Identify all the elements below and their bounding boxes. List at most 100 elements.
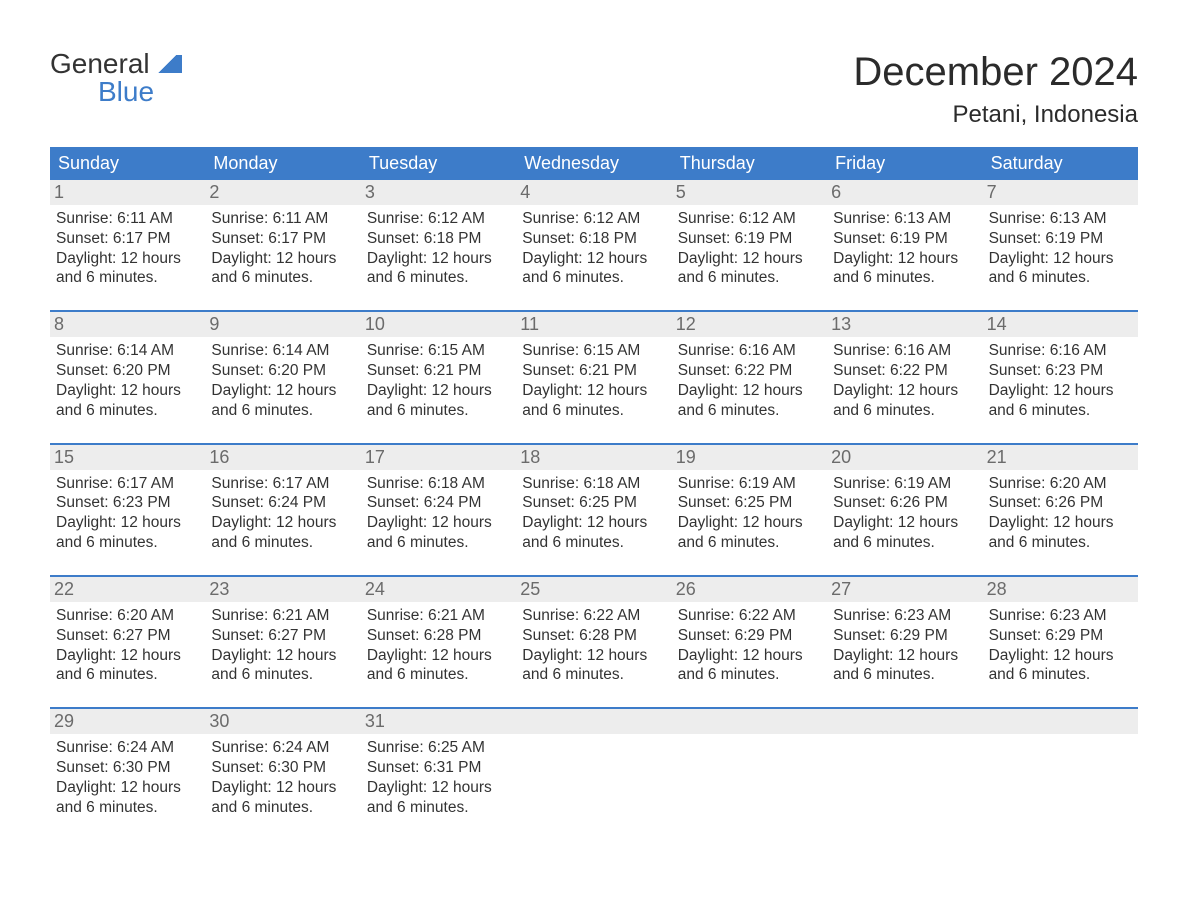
logo-text-blue: Blue xyxy=(50,78,182,106)
sunset-line: Sunset: 6:30 PM xyxy=(56,758,199,778)
sunrise-line: Sunrise: 6:12 AM xyxy=(678,209,821,229)
day-cell: 31Sunrise: 6:25 AMSunset: 6:31 PMDayligh… xyxy=(361,709,516,825)
sunset-line: Sunset: 6:27 PM xyxy=(211,626,354,646)
daylight-line-2: and 6 minutes. xyxy=(833,401,976,421)
sunset-line: Sunset: 6:24 PM xyxy=(367,493,510,513)
week-row: 29Sunrise: 6:24 AMSunset: 6:30 PMDayligh… xyxy=(50,707,1138,825)
day-number xyxy=(983,709,1138,734)
day-cell: 22Sunrise: 6:20 AMSunset: 6:27 PMDayligh… xyxy=(50,577,205,693)
day-cell: 17Sunrise: 6:18 AMSunset: 6:24 PMDayligh… xyxy=(361,445,516,561)
daylight-line-1: Daylight: 12 hours xyxy=(367,778,510,798)
sunset-line: Sunset: 6:29 PM xyxy=(678,626,821,646)
day-cell: 24Sunrise: 6:21 AMSunset: 6:28 PMDayligh… xyxy=(361,577,516,693)
day-number: 5 xyxy=(672,180,827,205)
day-cell: 4Sunrise: 6:12 AMSunset: 6:18 PMDaylight… xyxy=(516,180,671,296)
daylight-line-2: and 6 minutes. xyxy=(678,401,821,421)
sunrise-line: Sunrise: 6:19 AM xyxy=(833,474,976,494)
week-row: 15Sunrise: 6:17 AMSunset: 6:23 PMDayligh… xyxy=(50,443,1138,561)
daylight-line-1: Daylight: 12 hours xyxy=(522,249,665,269)
daylight-line-1: Daylight: 12 hours xyxy=(678,381,821,401)
sunrise-line: Sunrise: 6:17 AM xyxy=(211,474,354,494)
day-cell: 9Sunrise: 6:14 AMSunset: 6:20 PMDaylight… xyxy=(205,312,360,428)
sunrise-line: Sunrise: 6:25 AM xyxy=(367,738,510,758)
sunset-line: Sunset: 6:25 PM xyxy=(522,493,665,513)
day-cell: 13Sunrise: 6:16 AMSunset: 6:22 PMDayligh… xyxy=(827,312,982,428)
sunset-line: Sunset: 6:28 PM xyxy=(522,626,665,646)
day-cell: 2Sunrise: 6:11 AMSunset: 6:17 PMDaylight… xyxy=(205,180,360,296)
daylight-line-1: Daylight: 12 hours xyxy=(56,249,199,269)
sunset-line: Sunset: 6:17 PM xyxy=(56,229,199,249)
sunset-line: Sunset: 6:23 PM xyxy=(989,361,1132,381)
daylight-line-1: Daylight: 12 hours xyxy=(678,249,821,269)
sunset-line: Sunset: 6:20 PM xyxy=(211,361,354,381)
sunrise-line: Sunrise: 6:14 AM xyxy=(56,341,199,361)
day-number: 30 xyxy=(205,709,360,734)
sunrise-line: Sunrise: 6:16 AM xyxy=(989,341,1132,361)
sunset-line: Sunset: 6:26 PM xyxy=(989,493,1132,513)
sunrise-line: Sunrise: 6:23 AM xyxy=(989,606,1132,626)
sunrise-line: Sunrise: 6:22 AM xyxy=(678,606,821,626)
day-cell: 12Sunrise: 6:16 AMSunset: 6:22 PMDayligh… xyxy=(672,312,827,428)
daylight-line-2: and 6 minutes. xyxy=(833,533,976,553)
sunrise-line: Sunrise: 6:19 AM xyxy=(678,474,821,494)
daylight-line-2: and 6 minutes. xyxy=(211,533,354,553)
daylight-line-1: Daylight: 12 hours xyxy=(678,646,821,666)
daylight-line-1: Daylight: 12 hours xyxy=(211,778,354,798)
logo: General Blue xyxy=(50,50,182,106)
daylight-line-1: Daylight: 12 hours xyxy=(678,513,821,533)
day-number: 25 xyxy=(516,577,671,602)
day-cell: 29Sunrise: 6:24 AMSunset: 6:30 PMDayligh… xyxy=(50,709,205,825)
daylight-line-2: and 6 minutes. xyxy=(989,665,1132,685)
calendar: SundayMondayTuesdayWednesdayThursdayFrid… xyxy=(50,147,1138,826)
daylight-line-1: Daylight: 12 hours xyxy=(211,249,354,269)
daylight-line-1: Daylight: 12 hours xyxy=(211,381,354,401)
day-cell: 7Sunrise: 6:13 AMSunset: 6:19 PMDaylight… xyxy=(983,180,1138,296)
day-cell: 25Sunrise: 6:22 AMSunset: 6:28 PMDayligh… xyxy=(516,577,671,693)
weekday-header-cell: Thursday xyxy=(672,147,827,180)
day-cell: 21Sunrise: 6:20 AMSunset: 6:26 PMDayligh… xyxy=(983,445,1138,561)
sunrise-line: Sunrise: 6:23 AM xyxy=(833,606,976,626)
daylight-line-1: Daylight: 12 hours xyxy=(833,513,976,533)
daylight-line-2: and 6 minutes. xyxy=(211,798,354,818)
day-number: 3 xyxy=(361,180,516,205)
daylight-line-2: and 6 minutes. xyxy=(522,268,665,288)
day-cell: 3Sunrise: 6:12 AMSunset: 6:18 PMDaylight… xyxy=(361,180,516,296)
daylight-line-1: Daylight: 12 hours xyxy=(989,646,1132,666)
sunset-line: Sunset: 6:22 PM xyxy=(833,361,976,381)
sunset-line: Sunset: 6:28 PM xyxy=(367,626,510,646)
daylight-line-2: and 6 minutes. xyxy=(367,533,510,553)
sunset-line: Sunset: 6:19 PM xyxy=(678,229,821,249)
sunrise-line: Sunrise: 6:17 AM xyxy=(56,474,199,494)
sunrise-line: Sunrise: 6:12 AM xyxy=(522,209,665,229)
daylight-line-1: Daylight: 12 hours xyxy=(989,381,1132,401)
daylight-line-1: Daylight: 12 hours xyxy=(56,646,199,666)
day-cell: 8Sunrise: 6:14 AMSunset: 6:20 PMDaylight… xyxy=(50,312,205,428)
day-cell: 15Sunrise: 6:17 AMSunset: 6:23 PMDayligh… xyxy=(50,445,205,561)
sunrise-line: Sunrise: 6:16 AM xyxy=(833,341,976,361)
day-number: 26 xyxy=(672,577,827,602)
day-number: 19 xyxy=(672,445,827,470)
sunset-line: Sunset: 6:18 PM xyxy=(522,229,665,249)
day-cell: 18Sunrise: 6:18 AMSunset: 6:25 PMDayligh… xyxy=(516,445,671,561)
logo-sail-icon xyxy=(154,55,182,73)
daylight-line-2: and 6 minutes. xyxy=(833,665,976,685)
daylight-line-2: and 6 minutes. xyxy=(678,268,821,288)
day-cell: 27Sunrise: 6:23 AMSunset: 6:29 PMDayligh… xyxy=(827,577,982,693)
day-number: 14 xyxy=(983,312,1138,337)
day-number: 16 xyxy=(205,445,360,470)
daylight-line-1: Daylight: 12 hours xyxy=(833,249,976,269)
daylight-line-1: Daylight: 12 hours xyxy=(989,513,1132,533)
day-cell xyxy=(983,709,1138,825)
day-cell: 5 Sunrise: 6:12 AMSunset: 6:19 PMDaylight… xyxy=(672,180,827,296)
daylight-line-2: and 6 minutes. xyxy=(367,665,510,685)
day-number: 12 xyxy=(672,312,827,337)
sunrise-line: Sunrise: 6:13 AM xyxy=(989,209,1132,229)
sunset-line: Sunset: 6:20 PM xyxy=(56,361,199,381)
daylight-line-2: and 6 minutes. xyxy=(833,268,976,288)
daylight-line-2: and 6 minutes. xyxy=(367,401,510,421)
day-number: 11 xyxy=(516,312,671,337)
daylight-line-1: Daylight: 12 hours xyxy=(833,381,976,401)
sunset-line: Sunset: 6:21 PM xyxy=(367,361,510,381)
day-number xyxy=(827,709,982,734)
day-cell: 11Sunrise: 6:15 AMSunset: 6:21 PMDayligh… xyxy=(516,312,671,428)
